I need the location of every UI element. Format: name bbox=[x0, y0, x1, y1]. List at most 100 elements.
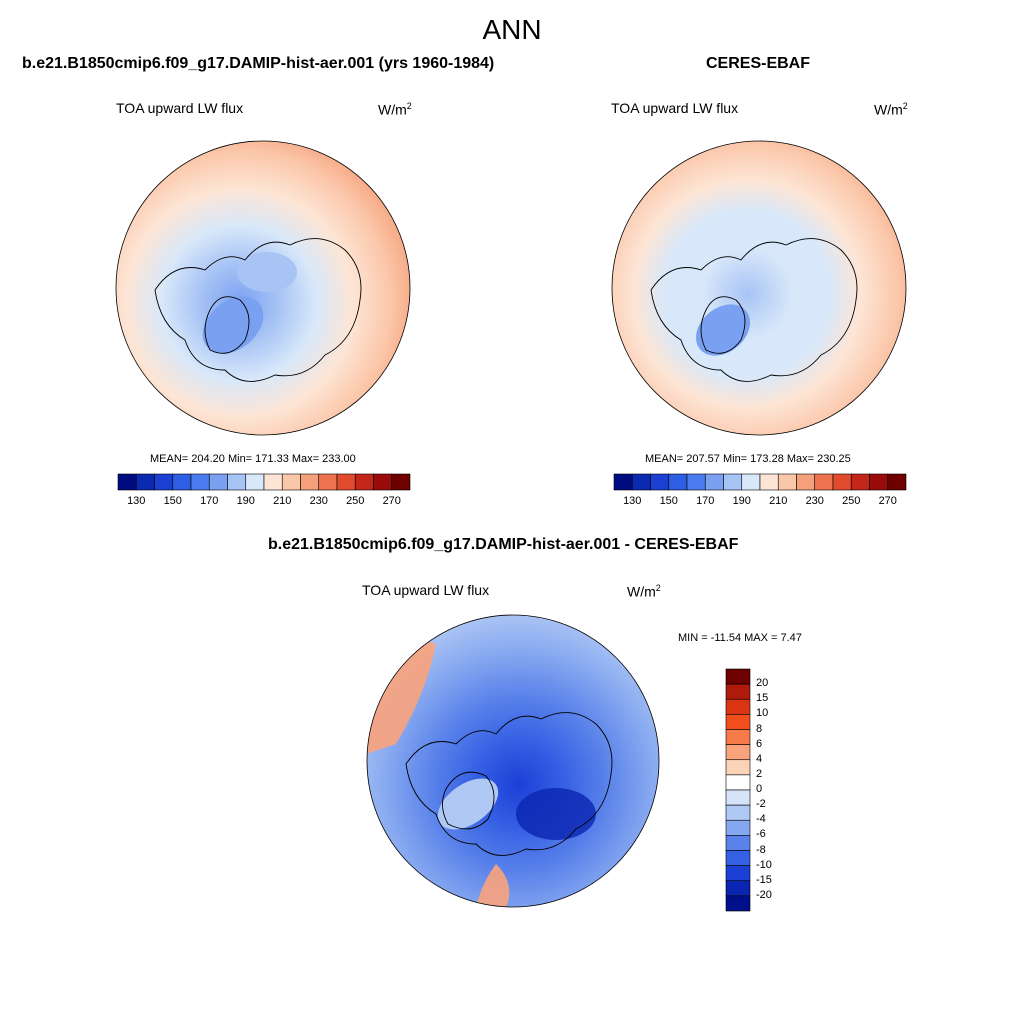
panel1-colorbar-box-0 bbox=[117, 473, 137, 491]
panel3-map-border bbox=[366, 614, 660, 908]
panel1-stats: MEAN= 204.20 Min= 171.33 Max= 233.00 bbox=[150, 453, 356, 465]
panel1-colorbar-tick-label: 190 bbox=[236, 495, 255, 507]
panel1-colorbar-box-10 bbox=[300, 473, 320, 491]
panel3-colorbar-ticks: 20 15 10 8 6 4 2 0 -2 -4 -6 -8 -10 -15 -20 bbox=[756, 669, 796, 911]
panel3-strong-negative bbox=[516, 788, 596, 840]
panel2-stats: MEAN= 207.57 Min= 173.28 Max= 230.25 bbox=[645, 453, 851, 465]
panel1-colorbar-box-12 bbox=[336, 473, 356, 491]
panel1-colorbar-tick-label: 270 bbox=[382, 495, 401, 507]
panel2-colorbar-tick-label: 150 bbox=[659, 495, 678, 507]
panel1-polar-map bbox=[115, 140, 411, 436]
panel3-colorbar-tick-label: 8 bbox=[756, 722, 763, 735]
panel2-field bbox=[612, 141, 906, 435]
panel3-case-title: b.e21.B1850cmip6.f09_g17.DAMIP-hist-aer.… bbox=[268, 536, 739, 553]
panel1-colorbar-box-1 bbox=[135, 473, 155, 491]
panel1-colorbar-box-13 bbox=[354, 473, 374, 491]
panel3-colorbar-tick-label: 0 bbox=[756, 783, 763, 795]
panel3-colorbar bbox=[725, 668, 751, 912]
panel3-colorbar-tick-label: -20 bbox=[756, 888, 772, 901]
panel2-coastline bbox=[650, 238, 858, 382]
panel1-colorbar-box-9 bbox=[281, 473, 301, 491]
panel1-colorbar-tick-label: 210 bbox=[273, 495, 292, 507]
panel1-colorbar-box-14 bbox=[373, 473, 393, 491]
panel1-colorbar-tick-label: 230 bbox=[309, 495, 328, 507]
panel2-greenland-outline bbox=[700, 296, 746, 354]
panel1-colorbar-tick-label: 150 bbox=[163, 495, 182, 507]
panel1-colorbar-box-11 bbox=[318, 473, 338, 491]
panel1-colorbar-box-5 bbox=[208, 473, 228, 491]
panel3-coastline bbox=[405, 712, 613, 856]
panel2-colorbar-tick-label: 190 bbox=[732, 495, 751, 507]
panel2-map-border bbox=[611, 140, 907, 436]
panel2-colorbar-tick-label: 170 bbox=[696, 495, 715, 507]
panel3-colorbar-tick-label: -2 bbox=[756, 798, 766, 811]
panel2-colorbar-box-8 bbox=[759, 473, 779, 491]
panel2-colorbar-box-15 bbox=[887, 473, 907, 491]
panel3-colorbar-box-11 bbox=[725, 835, 751, 851]
panel2-colorbar-box-12 bbox=[832, 473, 852, 491]
panel1-colorbar-tick-label: 170 bbox=[200, 495, 219, 507]
panel3-stats: MIN = -11.54 MAX = 7.47 bbox=[678, 632, 802, 644]
panel2-colorbar-box-14 bbox=[869, 473, 889, 491]
panel3-colorbar-tick-label: -6 bbox=[756, 828, 766, 841]
panel3-colorbar-box-15 bbox=[725, 895, 751, 912]
panel3-units: W/m2 bbox=[627, 583, 661, 600]
panel2-colorbar-box-3 bbox=[668, 473, 688, 491]
panel2-colorbar-tick-label: 250 bbox=[842, 495, 861, 507]
panel3-colorbar-box-9 bbox=[725, 804, 751, 821]
panel3-colorbar-tick-label: 6 bbox=[756, 737, 763, 750]
panel2-colorbar bbox=[613, 473, 907, 491]
panel2-colorbar-box-6 bbox=[723, 473, 743, 491]
panel3-colorbar-tick-label: 10 bbox=[756, 707, 769, 720]
panel3-colorbar-tick-label: 4 bbox=[756, 752, 763, 765]
panel3-colorbar-box-10 bbox=[725, 819, 751, 836]
panel3-colorbar-box-0 bbox=[725, 668, 751, 685]
panel2-colorbar-box-2 bbox=[650, 473, 670, 491]
panel3-colorbar-box-3 bbox=[725, 714, 751, 730]
panel3-colorbar-box-13 bbox=[725, 865, 751, 882]
panel1-mid-region bbox=[237, 252, 297, 292]
panel3-variable-label: TOA upward LW flux bbox=[362, 582, 490, 598]
panel2-colorbar-box-7 bbox=[741, 473, 761, 491]
panel1-map-border bbox=[115, 140, 411, 436]
panel3-greenland-outline bbox=[442, 771, 495, 830]
panel3-greenland-anomaly bbox=[437, 778, 499, 830]
panel3-polar-map bbox=[366, 614, 660, 908]
panel3-colorbar-tick-label: 2 bbox=[756, 767, 763, 780]
panel2-low-region bbox=[696, 304, 750, 356]
panel2-colorbar-tick-label: 210 bbox=[769, 495, 788, 507]
panel2-polar-map bbox=[611, 140, 907, 436]
panel1-colorbar-ticks: 130 150 170 190 210 230 250 270 bbox=[118, 495, 410, 509]
panel3-colorbar-box-6 bbox=[725, 759, 751, 776]
panel1-variable-label: TOA upward LW flux bbox=[116, 100, 244, 116]
panel3-colorbar-box-4 bbox=[725, 729, 751, 745]
panel2-colorbar-box-9 bbox=[777, 473, 797, 491]
panel1-greenland-outline bbox=[204, 296, 250, 354]
figure-title: ANN bbox=[482, 14, 542, 45]
panel1-colorbar-box-6 bbox=[227, 473, 247, 491]
panel3-colorbar-box-2 bbox=[725, 698, 751, 715]
panel2-units: W/m2 bbox=[874, 101, 908, 118]
panel1-low-region bbox=[202, 296, 264, 354]
panel2-colorbar-tick-label: 270 bbox=[878, 495, 897, 507]
panel1-colorbar-tick-label: 250 bbox=[346, 495, 365, 507]
panel3-colorbar-box-12 bbox=[725, 850, 751, 866]
panel3-colorbar-tick-label: 15 bbox=[756, 692, 769, 705]
panel2-case-title: CERES-EBAF bbox=[706, 55, 811, 72]
panel2-colorbar-box-13 bbox=[850, 473, 870, 491]
panel1-colorbar bbox=[117, 473, 411, 491]
panel2-colorbar-box-10 bbox=[796, 473, 816, 491]
panel1-colorbar-box-8 bbox=[263, 473, 283, 491]
panel1-units: W/m2 bbox=[378, 101, 412, 118]
panel1-colorbar-box-15 bbox=[391, 473, 411, 491]
panel3-colorbar-tick-label: -8 bbox=[756, 843, 766, 856]
panel2-colorbar-box-4 bbox=[686, 473, 706, 491]
panel3-colorbar-tick-label: -4 bbox=[756, 813, 766, 826]
panel2-colorbar-tick-label: 230 bbox=[805, 495, 824, 507]
panel3-positive-region-2 bbox=[476, 864, 510, 907]
panel2-colorbar-box-11 bbox=[814, 473, 834, 491]
panel2-colorbar-box-1 bbox=[631, 473, 651, 491]
panel3-colorbar-box-5 bbox=[725, 744, 751, 761]
panel1-colorbar-tick-label: 130 bbox=[127, 495, 146, 507]
panel2-colorbar-ticks: 130 150 170 190 210 230 250 270 bbox=[614, 495, 906, 509]
